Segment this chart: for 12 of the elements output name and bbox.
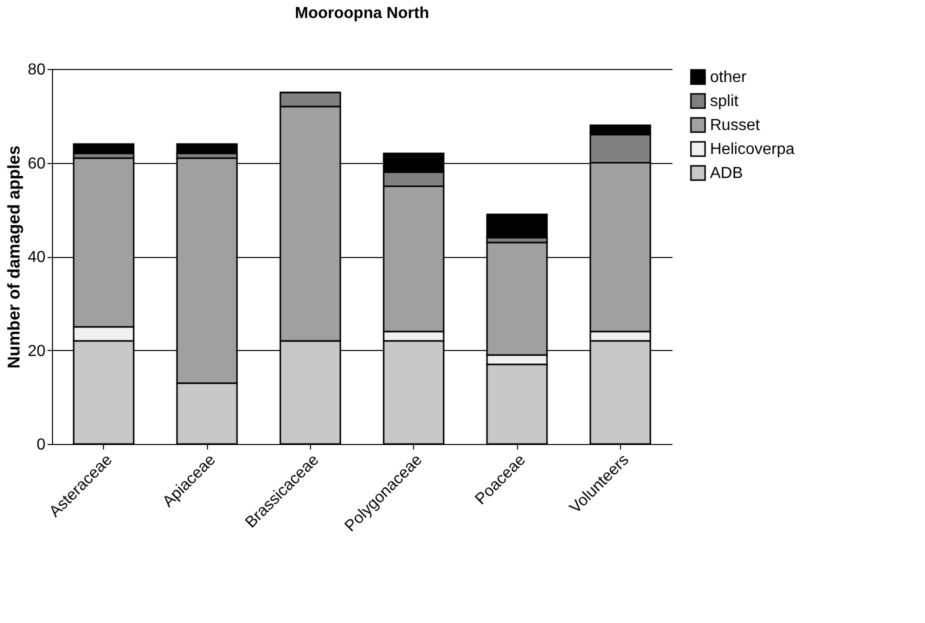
legend-label: ADB [710,165,743,182]
legend-label: other [710,69,748,86]
legend-label: split [710,93,740,110]
y-axis-title: Number of damaged apples [4,146,24,368]
y-tick-label: 80 [28,62,46,78]
y-tick-label: 60 [28,155,46,172]
chart-title: Mooroopna North [294,5,430,22]
y-tick-label: 40 [28,249,46,266]
legend-label: Helicoverpa [710,141,795,158]
legend-label: Russet [710,117,760,134]
y-tick-label: 0 [36,436,46,454]
y-tick-label: 20 [28,342,46,360]
